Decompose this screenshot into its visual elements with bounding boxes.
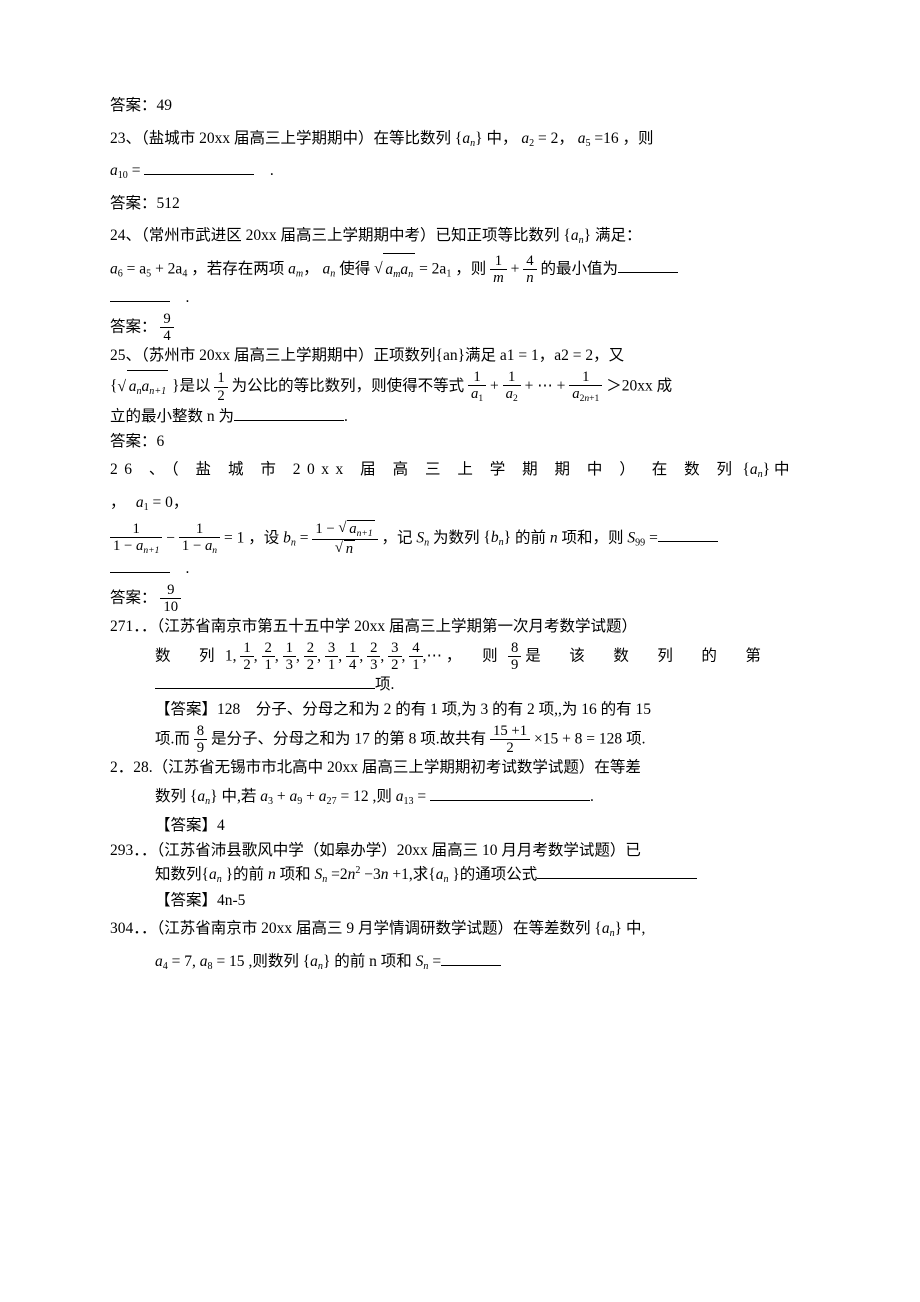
q26-line2: 11 − an+1 − 11 − an = 1 ，设 bn = 1 − an+1… [110, 520, 810, 558]
q25-line3: 立的最小整数 n 为. [110, 405, 810, 430]
q24-line3: . [110, 286, 810, 311]
blank [155, 675, 375, 690]
answer-512: 答案：512 [110, 188, 810, 221]
q26-line1: 26 、（ 盐 城 市 20xx 届 高 三 上 学 期 期 中 ） 在 数 列… [110, 454, 810, 519]
document-page: 答案：49 23、（盐城市 20xx 届高三上学期期中）在等比数列 {an} 中… [0, 0, 920, 1302]
q228-ans: 【答案】4 [110, 814, 810, 839]
q24-line2: a6 = a5 + 2a4 ，若存在两项 am， an 使得 aman = 2a… [110, 253, 810, 287]
q23-text-b: 中， [486, 130, 517, 147]
blank [110, 287, 170, 302]
q23-line1: 23、（盐城市 20xx 届高三上学期期中）在等比数列 {an} 中， a2 =… [110, 123, 810, 156]
q23-then: ，则 [623, 130, 654, 147]
q271-line1: 271．．（江苏省南京市第五十五中学 20xx 届高三上学期第一次月考数学试题） [110, 615, 810, 640]
q228-line1: 2．28.（江苏省无锡市市北高中 20xx 届高三上学期期初考试数学试题）在等差 [110, 756, 810, 781]
q271-ans1: 【答案】128 分子、分母之和为 2 的有 1 项,为 3 的有 2 项,,为 … [110, 698, 810, 723]
blank [110, 558, 170, 573]
q23-line2: a10 = . [110, 155, 810, 188]
q293-line2: 知数列{an }的前 n 项和 Sn =2n2 −3n +1,求{an }的通项… [110, 863, 810, 888]
answer-9-10: 答案： 910 [110, 582, 810, 615]
answer-6: 答案：6 [110, 430, 810, 455]
q271-line2: 数 列 1, 12, 21, 13, 22, 31, 14, 23, 32, 4… [110, 640, 810, 673]
q304-line1: 304．．（江苏省南京市 20xx 届高三 9 月学情调研数学试题）在等差数列 … [110, 913, 810, 946]
q26-line3: . [110, 557, 810, 582]
blank [234, 406, 344, 421]
q25-line2: {anan+1 }是以 12 为公比的等比数列，则使得不等式 1a1 + 1a2… [110, 369, 810, 405]
blank [441, 951, 501, 966]
answer-9-4: 答案： 94 [110, 311, 810, 344]
blank [430, 786, 590, 801]
q228-line2: 数列 {an} 中,若 a3 + a9 + a27 = 12 ,则 a13 = … [110, 781, 810, 814]
q293-ans: 【答案】4n-5 [110, 889, 810, 914]
blank [618, 258, 678, 273]
blank [537, 864, 697, 879]
q271-ans2: 项.而 89 是分子、分母之和为 17 的第 8 项.故共有 15 +12 ×1… [110, 723, 810, 756]
q24-line1: 24、（常州市武进区 20xx 届高三上学期期中考）已知正项等比数列 {an} … [110, 220, 810, 253]
q23-text-a: 23、（盐城市 20xx 届高三上学期期中）在等比数列 [110, 130, 451, 147]
q25-line1: 25、（苏州市 20xx 届高三上学期期中）正项数列{an}满足 a1 = 1，… [110, 344, 810, 369]
blank [144, 160, 254, 175]
blank [658, 527, 718, 542]
answer-49: 答案：49 [110, 90, 810, 123]
q293-line1: 293．．（江苏省沛县歌风中学（如皋办学）20xx 届高三 10 月月考数学试题… [110, 839, 810, 864]
q271-line3: 项. [110, 673, 810, 698]
q304-line2: a4 = 7, a8 = 15 ,则数列 {an} 的前 n 项和 Sn = [110, 946, 810, 979]
